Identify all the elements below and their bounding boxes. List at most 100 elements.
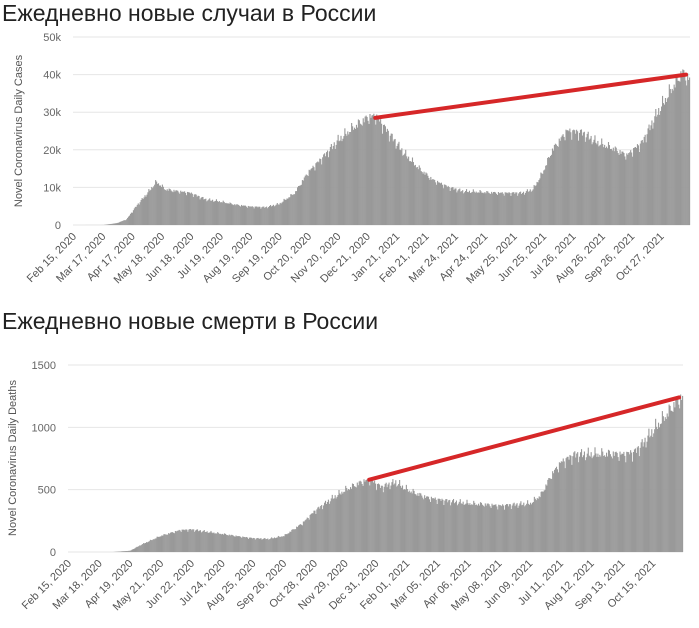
daily-bar <box>254 206 256 225</box>
daily-bar <box>557 472 559 552</box>
daily-bar <box>177 530 179 552</box>
daily-bar <box>630 450 632 552</box>
daily-bar <box>208 532 210 552</box>
daily-bar <box>650 435 652 552</box>
daily-bar <box>219 202 221 225</box>
daily-bar <box>365 115 367 225</box>
daily-bar <box>585 137 587 225</box>
daily-bar <box>358 120 360 225</box>
daily-bar <box>425 172 427 225</box>
daily-bar <box>600 456 602 552</box>
daily-bar <box>107 224 109 225</box>
daily-bar <box>184 530 186 552</box>
daily-bar <box>164 534 166 552</box>
daily-bar <box>493 191 496 225</box>
daily-bar <box>547 479 549 552</box>
daily-bar <box>510 509 512 552</box>
daily-bar <box>472 189 474 225</box>
daily-bar <box>367 478 369 552</box>
daily-bar <box>662 416 664 552</box>
daily-bar <box>644 437 646 552</box>
daily-bar <box>162 535 164 552</box>
daily-bar <box>556 469 559 552</box>
daily-bar <box>285 199 287 225</box>
daily-bar <box>482 505 484 552</box>
daily-bar <box>123 220 125 225</box>
daily-bar <box>594 447 596 552</box>
daily-bar <box>525 191 527 225</box>
daily-bar <box>475 505 477 552</box>
daily-bar <box>144 195 146 225</box>
daily-bar <box>124 220 126 225</box>
daily-bar <box>181 191 183 225</box>
daily-bar <box>477 192 479 225</box>
daily-bar <box>534 498 536 552</box>
daily-bar <box>139 545 141 552</box>
daily-bar <box>612 451 614 552</box>
daily-bar <box>609 454 611 552</box>
daily-bar <box>414 493 416 552</box>
daily-bar <box>289 531 291 552</box>
daily-bar <box>338 141 340 225</box>
daily-bar <box>483 193 485 225</box>
daily-bar <box>470 192 472 225</box>
trend-line <box>373 72 688 120</box>
daily-bar <box>532 502 534 552</box>
daily-bar <box>214 533 216 552</box>
daily-bar <box>150 540 152 552</box>
daily-bar <box>618 154 620 225</box>
daily-bar <box>178 192 180 225</box>
daily-bar <box>478 192 480 225</box>
daily-bar <box>451 502 453 552</box>
daily-bar <box>611 150 613 225</box>
daily-bar <box>458 501 460 552</box>
daily-bar <box>389 135 391 225</box>
daily-bar <box>344 128 346 225</box>
daily-bar <box>656 426 658 552</box>
daily-bar <box>160 186 162 225</box>
daily-bar <box>267 208 269 225</box>
daily-bar <box>142 544 144 552</box>
daily-bar <box>320 505 322 552</box>
daily-bar <box>423 499 425 552</box>
daily-bar <box>563 461 565 552</box>
daily-bar <box>447 502 449 552</box>
daily-bar <box>539 497 541 552</box>
daily-bar <box>259 206 261 225</box>
daily-bar <box>422 497 424 552</box>
daily-bar <box>156 536 158 552</box>
daily-bar <box>325 504 328 552</box>
daily-bar <box>588 455 590 552</box>
daily-bar <box>214 200 217 225</box>
daily-bar <box>589 456 591 552</box>
daily-bar <box>248 537 251 552</box>
daily-bar <box>321 164 323 225</box>
daily-bar <box>209 198 211 225</box>
daily-bar <box>613 151 615 225</box>
daily-bar <box>632 156 634 225</box>
daily-bar <box>670 93 672 225</box>
daily-bar <box>405 149 407 225</box>
daily-bar <box>127 217 129 225</box>
daily-bar <box>645 447 647 552</box>
deaths-chart-svg: 0 500 1000 1500 Novel Coronavirus Daily Deat… <box>7 360 684 613</box>
daily-bar <box>220 202 222 225</box>
daily-bar <box>168 533 170 552</box>
daily-bars <box>77 69 691 226</box>
daily-bar <box>158 185 161 225</box>
daily-bar <box>227 535 229 552</box>
daily-bar <box>631 461 634 552</box>
daily-bar <box>289 197 291 225</box>
daily-bar <box>157 183 159 225</box>
daily-bar <box>549 478 551 552</box>
daily-bar <box>240 537 242 552</box>
daily-bar <box>673 402 675 552</box>
daily-bar <box>573 452 575 552</box>
daily-bar <box>559 140 561 225</box>
daily-bar <box>379 488 381 552</box>
daily-bar <box>140 545 142 552</box>
daily-bar <box>138 546 140 552</box>
daily-bar <box>533 496 535 552</box>
daily-bar <box>201 531 203 552</box>
daily-bar <box>178 529 180 552</box>
